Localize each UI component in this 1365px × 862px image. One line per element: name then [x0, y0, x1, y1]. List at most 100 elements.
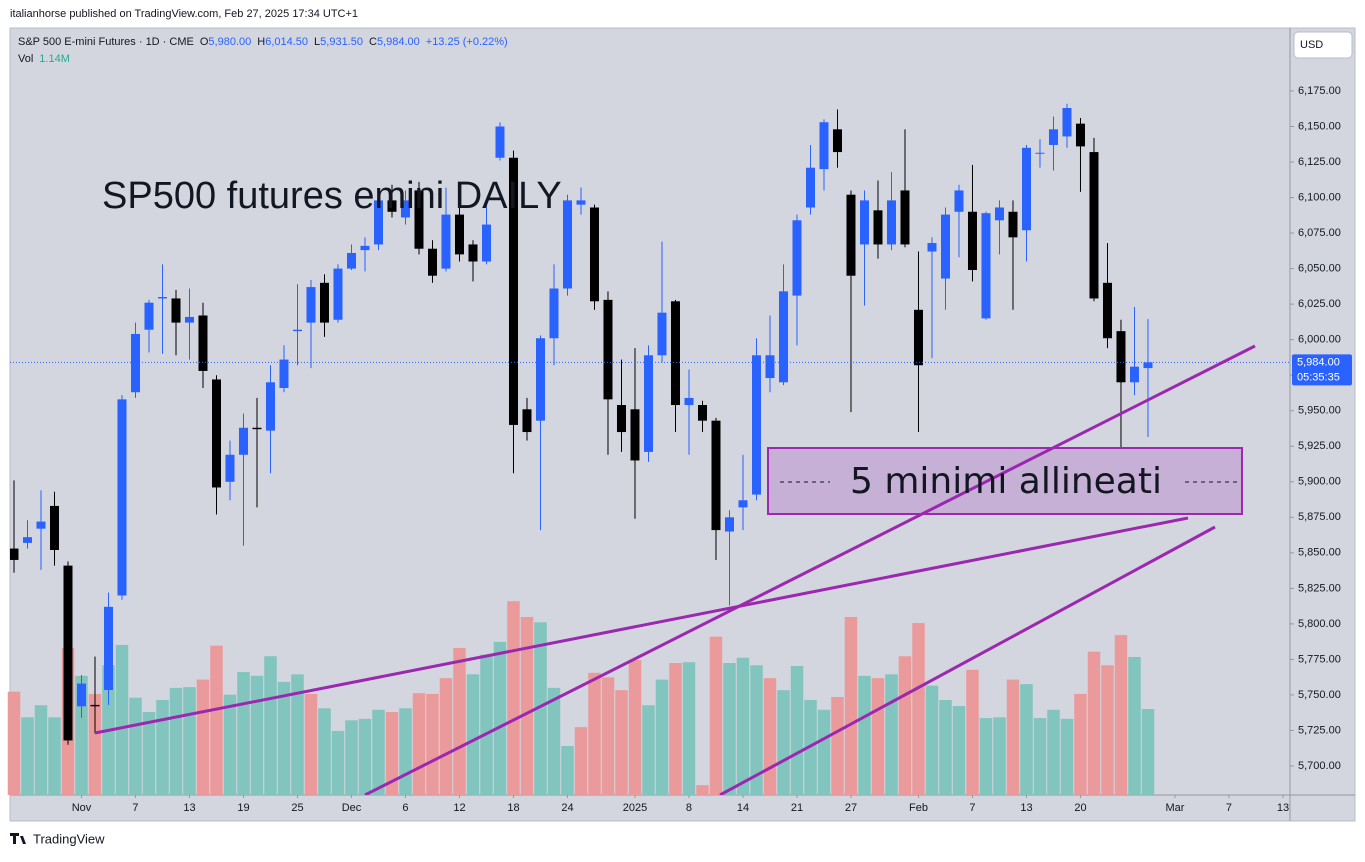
candle-body — [1143, 362, 1153, 369]
volume-bar — [129, 697, 142, 795]
volume-bar — [898, 656, 912, 795]
y-tick-label: 5,775.00 — [1298, 653, 1341, 665]
candle-body — [1102, 282, 1112, 339]
o-label: O — [200, 36, 209, 48]
volume-bar — [885, 674, 898, 795]
candle-body — [846, 194, 856, 276]
annotation-text: 5 minimi allineati — [850, 461, 1162, 502]
y-tick-label: 6,100.00 — [1298, 191, 1341, 203]
x-tick-label: 7 — [969, 802, 975, 814]
volume-bar — [628, 660, 642, 795]
volume-bar — [763, 678, 777, 795]
volume-bar — [250, 675, 264, 795]
y-tick-label: 5,700.00 — [1298, 760, 1341, 772]
last-price-tag — [1292, 354, 1352, 386]
volume-bar — [453, 647, 466, 795]
candle-body — [751, 355, 761, 495]
o-value: 5,980.00 — [208, 36, 251, 48]
candle-body — [697, 405, 707, 421]
x-tick-label: 27 — [845, 802, 857, 814]
volume-bar — [1033, 718, 1047, 795]
currency[interactable]: USD — [1300, 39, 1323, 51]
candle-body — [427, 248, 437, 276]
x-tick-label: 12 — [453, 802, 465, 814]
y-tick-label: 6,050.00 — [1298, 263, 1341, 275]
volume-bar — [466, 674, 480, 795]
volume-bar — [547, 687, 561, 795]
candle-layer — [10, 103, 1290, 745]
x-tick-label: Nov — [72, 802, 92, 814]
volume-bar — [831, 696, 844, 795]
candle-body — [981, 213, 991, 319]
candle-body — [603, 299, 613, 400]
volume-bar — [1101, 665, 1114, 795]
candle-body — [441, 214, 451, 269]
candle-body — [225, 454, 235, 482]
candle-body — [927, 243, 937, 252]
candle-body — [346, 252, 356, 269]
x-tick-label: 6 — [402, 802, 408, 814]
volume-bar — [844, 617, 858, 795]
y-tick-label: 5,900.00 — [1298, 476, 1341, 488]
volume-bar — [696, 785, 709, 795]
volume-bar — [1141, 709, 1155, 795]
volume-bar — [1060, 718, 1074, 795]
x-tick-label: 21 — [791, 802, 803, 814]
volume-bar — [1047, 709, 1060, 795]
volume-bar — [601, 677, 615, 795]
symbol: S&P 500 E-mini Futures · 1D · CME — [18, 36, 194, 48]
candle-body — [1129, 366, 1139, 383]
volume-bar — [358, 718, 372, 795]
candle-body — [360, 245, 370, 251]
volume-bar — [520, 617, 534, 795]
l-label: L — [314, 36, 320, 48]
y-tick-label: 6,125.00 — [1298, 156, 1341, 168]
volume-bar — [952, 706, 966, 795]
volume-bar — [291, 674, 304, 795]
volume-bar — [439, 678, 453, 795]
volume-layer — [7, 601, 1155, 795]
volume-bar — [48, 717, 61, 795]
volume-bar — [1128, 656, 1141, 795]
candle-body — [508, 157, 518, 425]
y-tick-label: 5,800.00 — [1298, 618, 1341, 630]
candle-body — [76, 683, 86, 707]
candle-body — [495, 126, 505, 158]
candle-body — [1075, 123, 1085, 147]
volume-bar — [426, 693, 439, 795]
volume-bar — [169, 687, 183, 795]
volume-bar — [304, 693, 318, 795]
volume-bar — [223, 694, 237, 795]
volume-bar — [277, 681, 291, 795]
y-tick-label: 6,175.00 — [1298, 85, 1341, 97]
volume-bar — [682, 662, 696, 795]
volume-bar — [493, 641, 507, 795]
c-label: C — [369, 36, 377, 48]
candle-body — [522, 409, 532, 433]
candle-body — [778, 291, 788, 383]
annotation-box — [767, 447, 1243, 515]
candle-body — [454, 214, 464, 255]
candle-body — [319, 282, 329, 323]
x-tick-label: Dec — [342, 802, 362, 814]
candle-body — [414, 190, 424, 249]
volume-bar — [642, 705, 655, 795]
l-value: 5,931.50 — [320, 36, 363, 48]
candle-body — [576, 200, 586, 205]
candle-body — [184, 316, 194, 323]
candle-body — [117, 399, 127, 596]
x-tick-label: 7 — [1226, 802, 1232, 814]
currency-button[interactable] — [1293, 31, 1353, 59]
candle-body — [819, 122, 829, 170]
drawings: 5 minimi allineati — [94, 344, 1256, 795]
candle-body — [63, 565, 73, 741]
candle-body — [859, 200, 869, 245]
candle-body — [684, 397, 694, 406]
candle-body — [657, 312, 667, 356]
countdown: 05:35:35 — [1297, 371, 1340, 383]
candle-body — [279, 359, 289, 388]
x-tick-label: 7 — [132, 802, 138, 814]
brand-logo: TradingView — [10, 831, 105, 846]
candle-body — [333, 268, 343, 320]
